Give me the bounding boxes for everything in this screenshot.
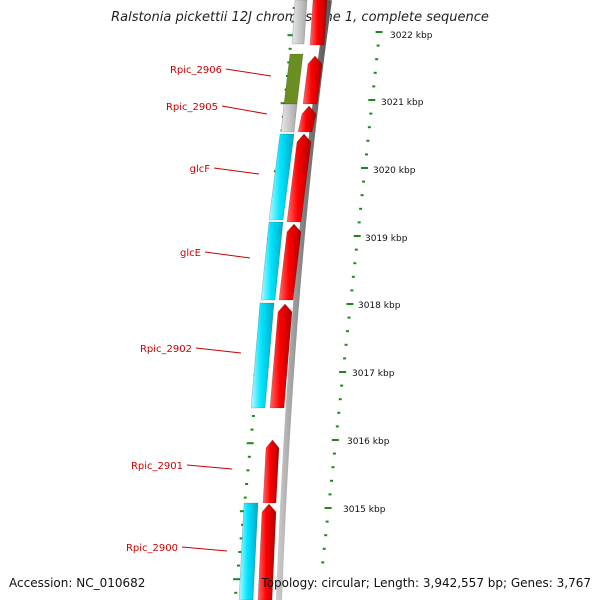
label-leader-line	[204, 251, 251, 259]
forward-gene-block	[309, 0, 328, 46]
ruler-label-3022: 3022 kbp	[390, 31, 433, 41]
label-leader-line	[181, 546, 228, 552]
forward-gene-block	[262, 439, 280, 504]
label-leader-line	[225, 68, 272, 77]
ruler-label-3018: 3018 kbp	[358, 301, 401, 311]
gene-label-glcf: glcF	[190, 164, 211, 175]
reverse-gene-block	[260, 221, 284, 301]
forward-gene-block	[302, 55, 323, 105]
label-leader-line	[195, 347, 242, 354]
gene-label-rpic-2901: Rpic_2901	[131, 461, 183, 472]
reverse-gene-block	[238, 502, 259, 600]
forward-gene-block	[278, 223, 302, 301]
gene-track	[238, 0, 328, 600]
ruler-label-3019: 3019 kbp	[365, 234, 408, 244]
label-leader-line	[186, 464, 233, 470]
reverse-gene-block-gray	[280, 103, 298, 133]
topology-text: Topology: circular; Length: 3,942,557 bp…	[261, 576, 591, 590]
label-leader-line	[221, 105, 268, 115]
ruler-label-3021: 3021 kbp	[381, 98, 424, 108]
ruler-label-3017: 3017 kbp	[352, 369, 395, 379]
forward-gene-block	[297, 105, 317, 133]
gene-label-rpic-2906: Rpic_2906	[170, 65, 222, 76]
reverse-gene-block	[268, 133, 295, 221]
gene-label-rpic-2900: Rpic_2900	[126, 543, 178, 554]
reverse-gene-block-gray	[291, 0, 308, 45]
gene-label-glce: glcE	[180, 248, 201, 259]
ruler-label-3016: 3016 kbp	[347, 437, 390, 447]
reverse-gene-block-olive	[283, 53, 304, 105]
forward-gene-block	[257, 503, 277, 600]
forward-gene-block	[286, 133, 312, 223]
ruler-label-3020: 3020 kbp	[373, 166, 416, 176]
reverse-gene-block	[250, 302, 275, 409]
label-leader-line	[213, 167, 260, 175]
ruler-label-3015: 3015 kbp	[343, 505, 386, 515]
gene-label-rpic-2905: Rpic_2905	[166, 102, 218, 113]
forward-gene-block	[269, 303, 293, 409]
gene-label-rpic-2902: Rpic_2902	[140, 344, 192, 355]
label-leaders	[181, 68, 272, 552]
accession-text: Accession: NC_010682	[9, 576, 146, 590]
